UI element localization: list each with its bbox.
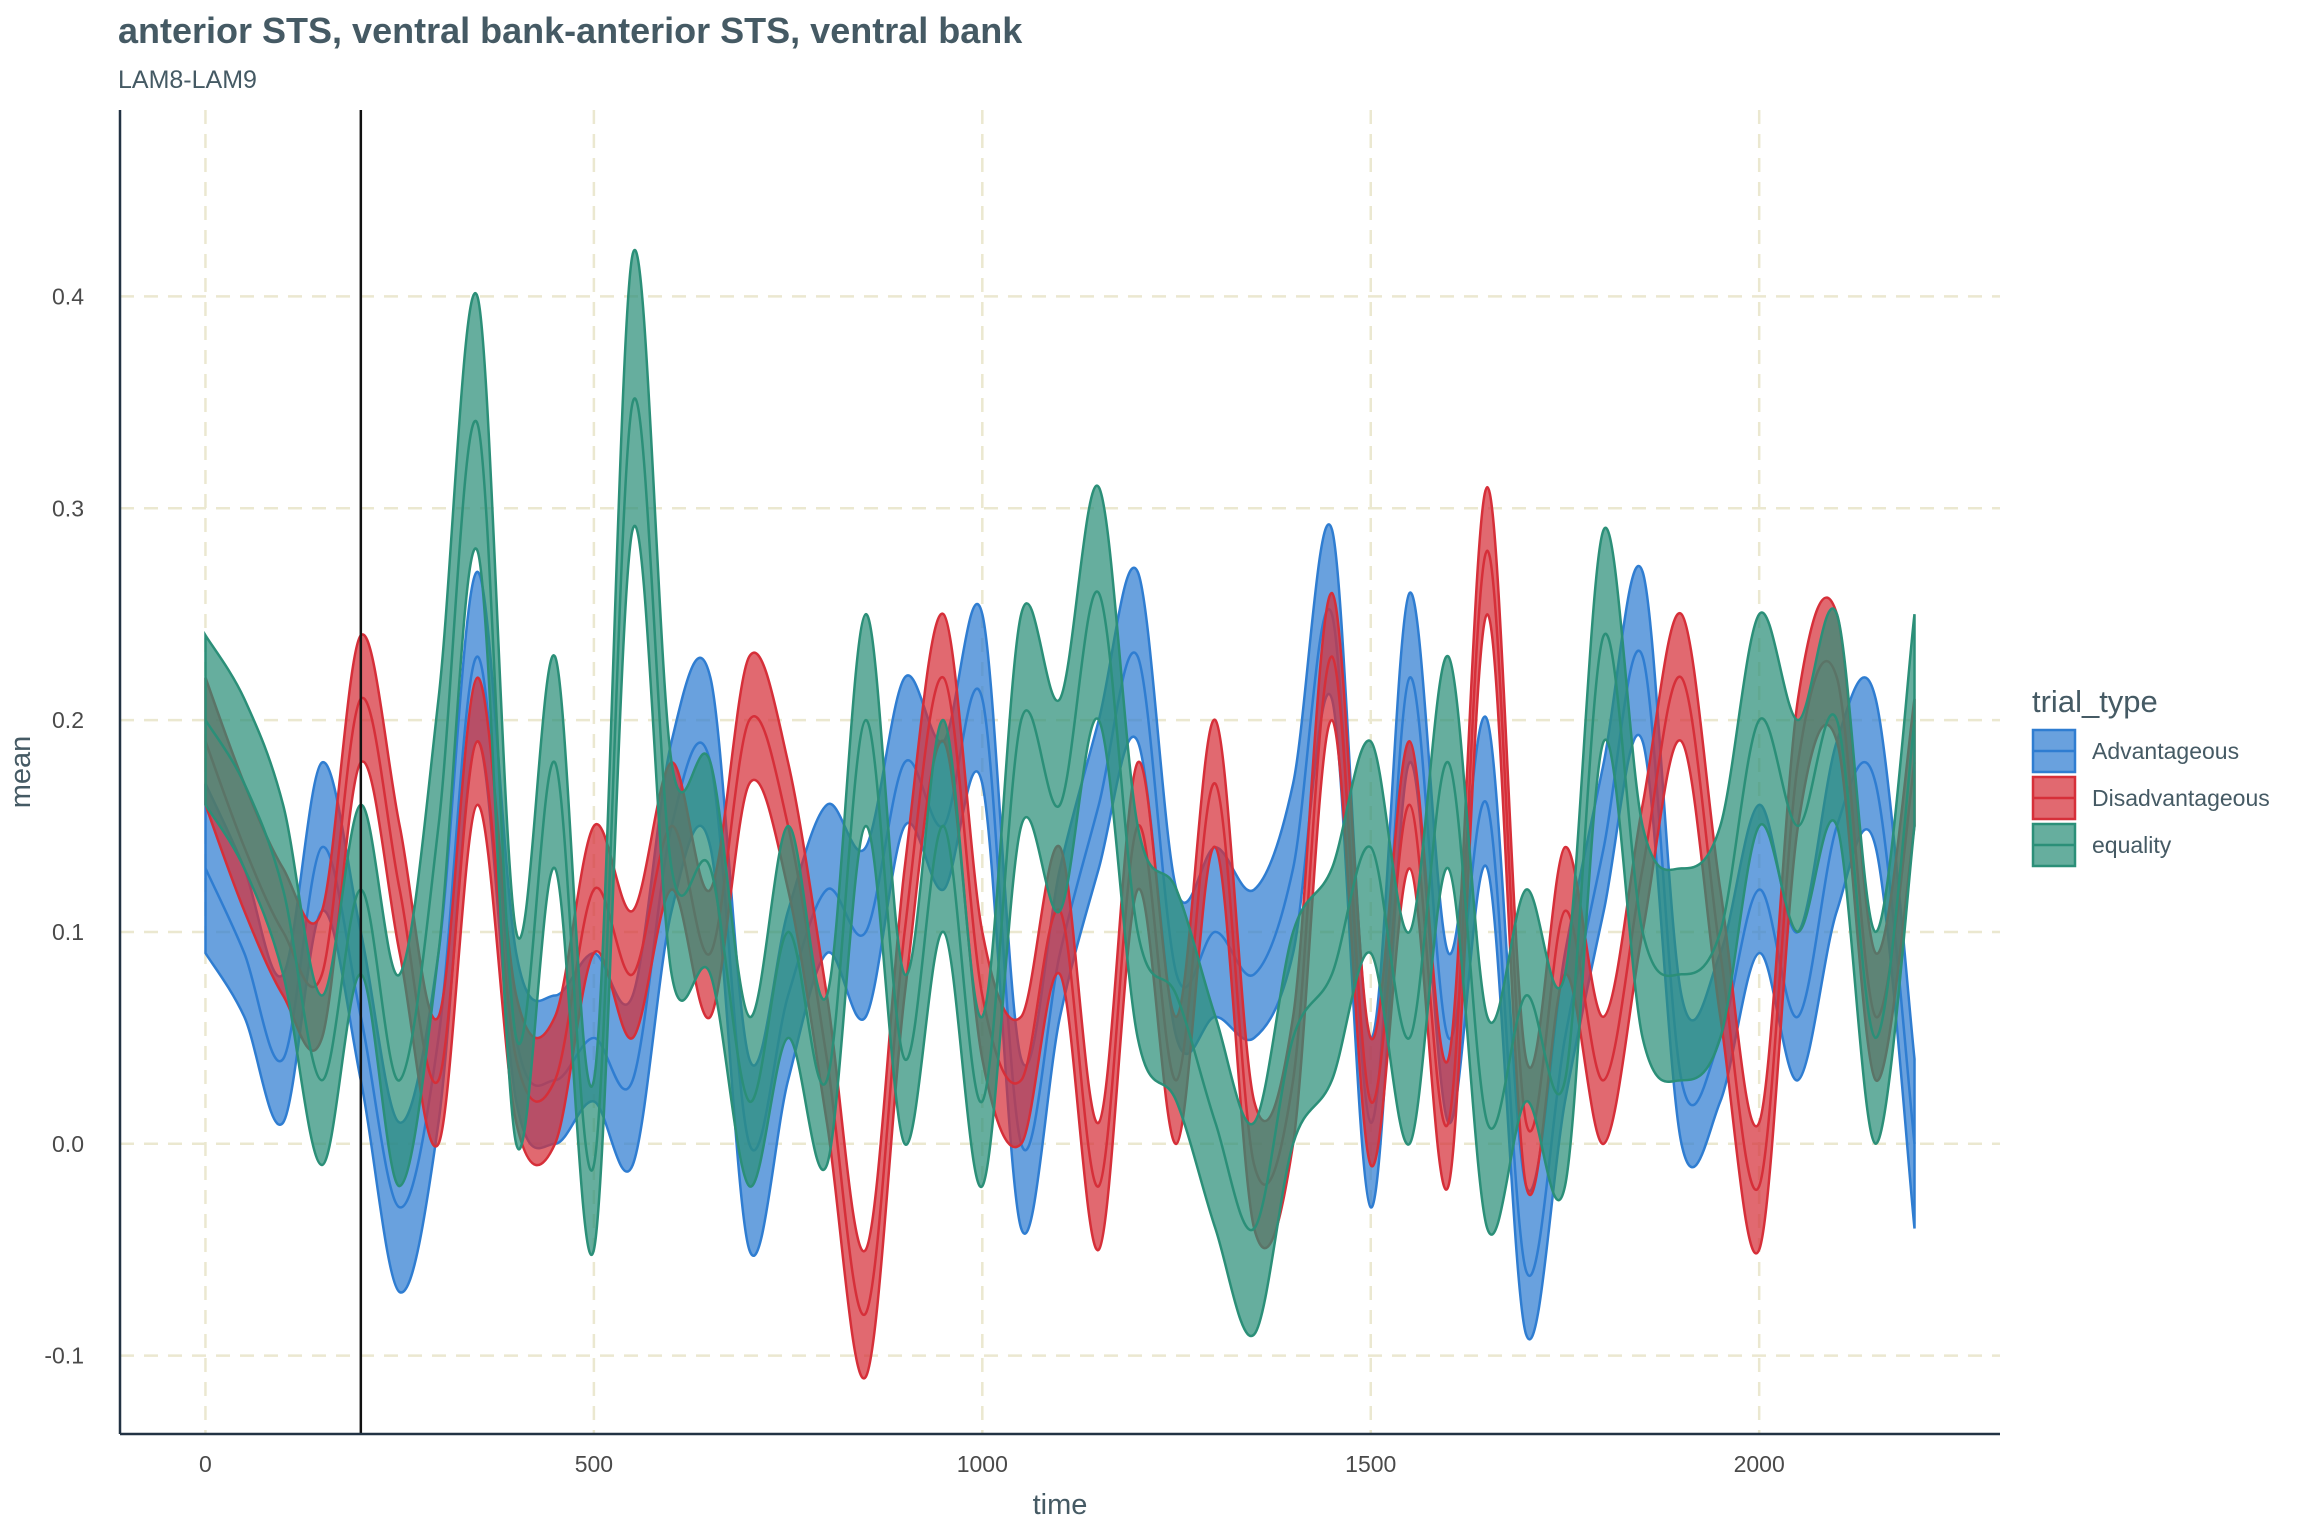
x-tick-label: 1500 [1345,1451,1396,1477]
x-tick-label: 1000 [957,1451,1008,1477]
legend-label: equality [2092,832,2172,858]
series-ribbon-equality [204,248,1916,1338]
y-tick-label: 0.2 [52,707,84,733]
series-equality [204,248,1916,1338]
y-tick-label: 0.4 [52,283,84,309]
chart-subtitle: LAM8-LAM9 [118,66,257,94]
legend-item-equality: equality [2031,822,2172,868]
y-tick-label: 0.1 [52,919,84,945]
legend-title: trial_type [2032,684,2158,719]
legend: trial_type Advantageous Disadvantageous eq… [2031,684,2270,868]
x-tick-label: 500 [575,1451,613,1477]
legend-label: Disadvantageous [2092,785,2270,811]
legend-item-advantageous: Advantageous [2031,728,2239,774]
x-tick-label: 2000 [1734,1451,1785,1477]
chart-title: anterior STS, ventral bank-anterior STS,… [118,10,1023,51]
x-axis-title: time [1033,1489,1088,1521]
series-layer [204,248,1916,1380]
y-tick-label: -0.1 [44,1343,84,1369]
legend-item-disadvantageous: Disadvantageous [2031,775,2270,821]
axes [118,110,2000,1436]
y-axis-title: mean [5,736,37,809]
y-tick-label: 0.3 [52,495,84,521]
legend-items: Advantageous Disadvantageous equality [2031,728,2270,868]
tick-labels: 0 500 1000 1500 2000 -0.1 0.0 0.1 0.2 0.3 0.4 [44,283,1784,1477]
legend-label: Advantageous [2092,738,2239,764]
series-line-equality [204,397,1916,1232]
x-tick-label: 0 [199,1451,212,1477]
y-tick-label: 0.0 [52,1131,84,1157]
